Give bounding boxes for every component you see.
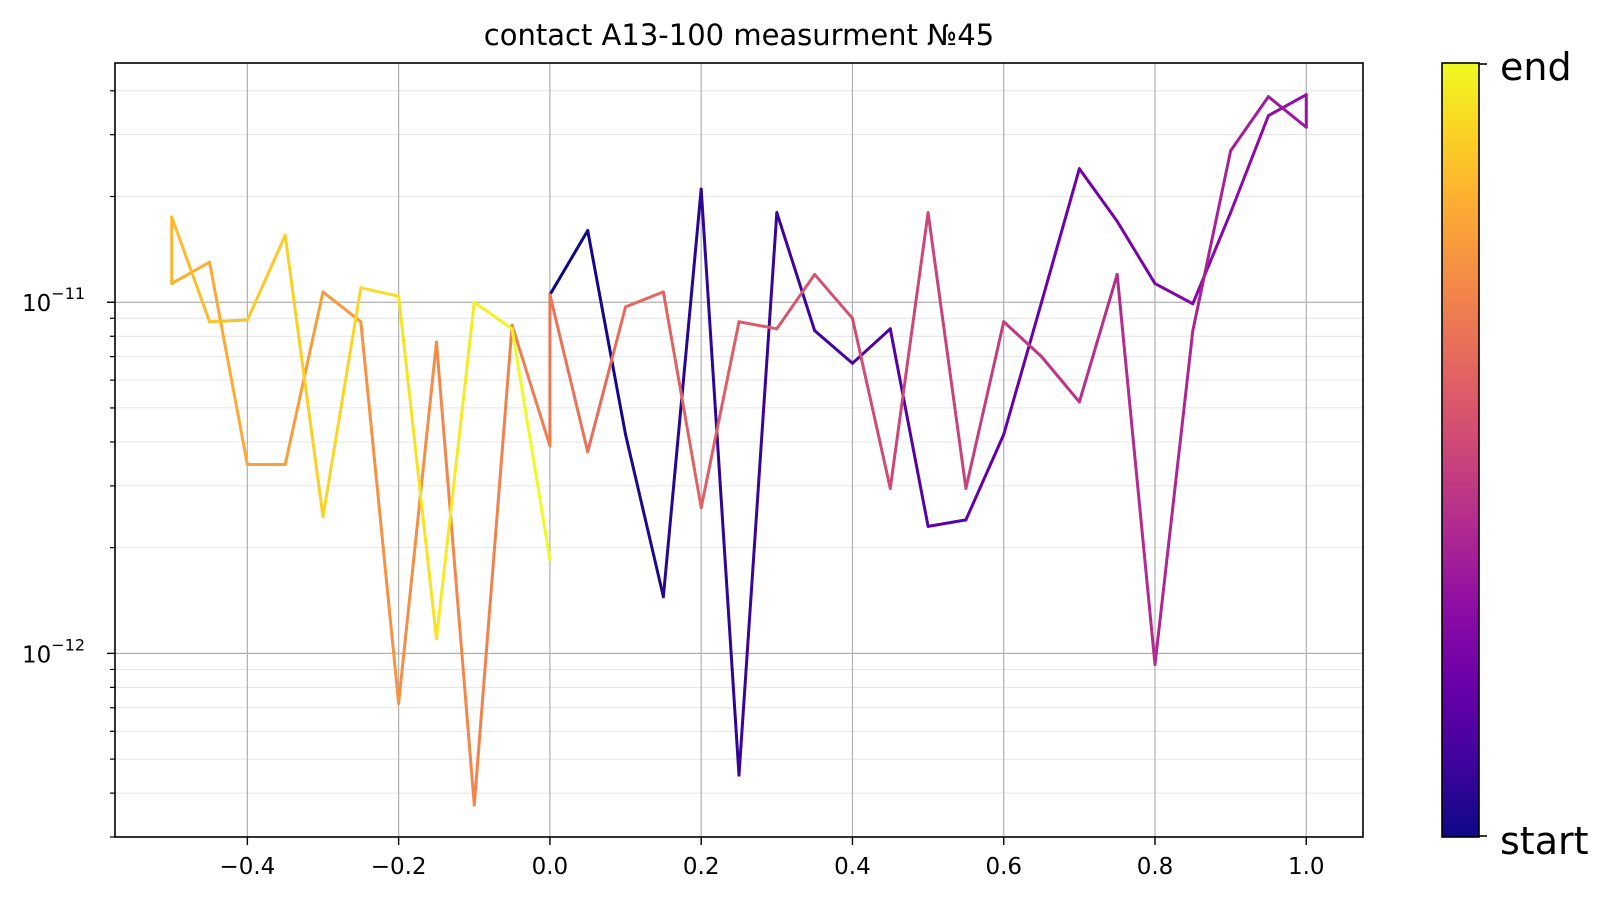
series-segment [510,327,552,562]
series-segment [245,233,287,322]
series-segment [1040,355,1081,404]
series-segment [1002,320,1044,359]
series-segment [964,433,1006,522]
colorbar: end start [1441,45,1589,863]
series-segment [1229,114,1270,215]
series-segment [434,300,476,641]
series-segment [397,294,438,641]
series-segment [850,327,892,365]
series-segment [586,229,628,437]
x-tick-label: −0.4 [219,854,275,880]
series-segment [1115,219,1157,286]
series-segment [1266,95,1308,129]
x-tick-label: 0.2 [683,854,720,880]
x-tick-label: 0.0 [532,854,569,880]
colorbar-label-start: start [1500,819,1589,863]
y-tick-label: 10−11 [22,284,85,317]
y-tick-label-base: 10 [22,291,51,317]
series-segment [926,211,968,490]
x-tick-label: 0.4 [834,854,871,880]
series-segment [321,286,363,519]
series-segment [1153,329,1195,666]
series-segment [775,211,817,333]
series-segment [510,323,552,448]
colorbar-label-end: end [1500,45,1572,89]
series-segment [1115,272,1157,666]
series-segment [737,211,779,777]
series-segment [813,272,854,320]
series-segment [1229,95,1270,153]
series-segment [1077,272,1119,404]
series-segment [548,229,590,297]
major-gridlines [115,63,1363,837]
x-tick-label: 1.0 [1288,854,1325,880]
line-series [170,93,1308,807]
y-tick-label-base: 10 [22,642,51,668]
series-segment [1040,167,1081,304]
series-segment [699,187,741,777]
x-tick-label: −0.2 [371,854,427,880]
plot-frame [114,62,1364,838]
series-segment [434,340,476,807]
series-segment [1002,300,1044,437]
series-segment [624,290,665,309]
series-segment [624,433,665,599]
x-tick-label: 0.6 [985,854,1022,880]
series-segment [208,260,249,467]
y-tick-label-exponent: −11 [51,284,85,303]
series-segment [926,518,968,528]
series-segment [472,323,514,807]
series-segment [1077,167,1119,223]
series-segment [1153,282,1195,306]
series-segment [661,290,703,510]
series-segment [359,320,401,705]
series-segment [1191,149,1233,333]
colorbar-gradient [1441,62,1480,838]
minor-gridlines [115,90,1363,838]
y-tick-label: 10−12 [22,635,85,668]
series-segment [850,316,892,490]
series-segment [1191,211,1233,306]
series-segment [359,286,401,298]
series-segment [1266,93,1308,118]
series-segment [888,211,930,490]
series-segment [397,340,438,705]
series-segment [699,320,741,510]
chart-title: contact A13-100 measurment №45 [484,18,994,52]
series-segment [472,300,514,331]
x-axis: −0.4 −0.2 0.0 0.2 0.4 0.6 0.8 1.0 [219,837,1325,880]
series-segment [548,293,590,454]
series-segment [208,318,249,324]
series-segment [170,215,212,324]
series-segment [964,320,1006,490]
series-segment [737,320,779,331]
x-tick-label: 0.8 [1137,854,1174,880]
y-tick-label-exponent: −12 [51,635,85,654]
series-segment [775,272,817,331]
series-segment [888,327,930,528]
series-segment [283,233,325,519]
series-segment [586,305,628,454]
series-segment [813,329,854,365]
